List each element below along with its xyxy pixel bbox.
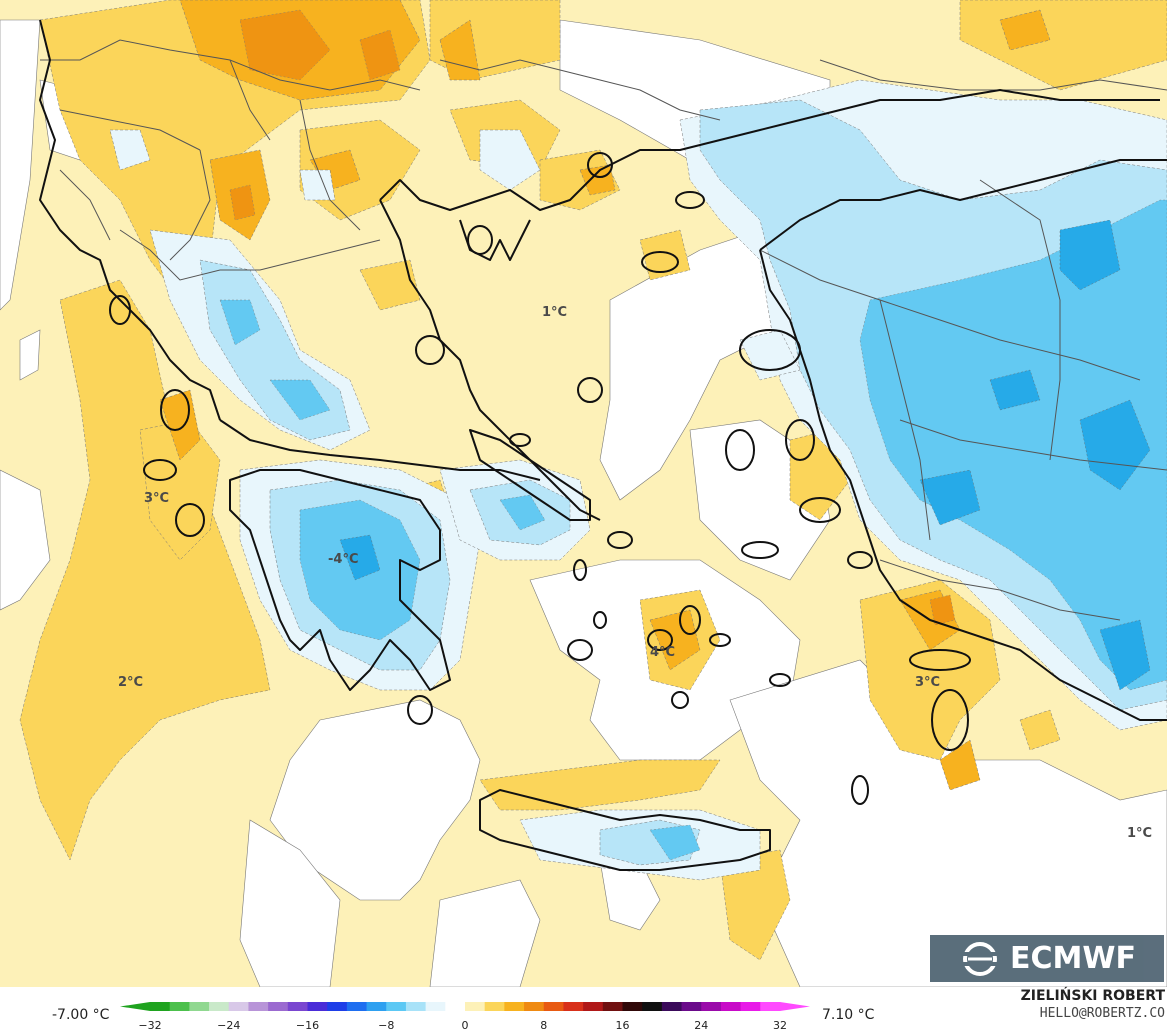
cool-deep-zones xyxy=(339,219,1151,691)
color-scale-ticks: −32 −24 −16 −8 0 8 16 24 32 xyxy=(138,1019,787,1032)
scale-block xyxy=(307,1002,328,1011)
temp-label-ionian-islands: 3°C xyxy=(144,491,170,506)
temp-label-east-mediterranean: 1°C xyxy=(1127,826,1153,841)
legend-bar: -7.00 °C −32 −24 −16 −8 0 8 16 24 32 7.10 °C ZIE… xyxy=(0,987,1167,1035)
ecmwf-logo-text: ECMWF xyxy=(1010,941,1136,976)
scale-block xyxy=(504,1002,525,1011)
temp-label-ionian-sea: 2°C xyxy=(118,675,144,690)
scale-block xyxy=(465,1002,486,1011)
scale-tick-label: 24 xyxy=(694,1019,708,1032)
scale-block xyxy=(346,1002,368,1011)
color-scale: −32 −24 −16 −8 0 8 16 24 32 xyxy=(120,1002,810,1032)
temp-label-aegean-north: 1°C xyxy=(542,305,568,320)
scale-tick-label: −16 xyxy=(296,1019,319,1032)
ecmwf-logo-icon xyxy=(962,941,999,976)
ecmwf-logo: ECMWF xyxy=(930,935,1164,982)
legend-max-label: 7.10 °C xyxy=(822,1007,875,1023)
scale-tick-label: −32 xyxy=(138,1019,161,1032)
scale-block xyxy=(386,1002,407,1011)
scale-block xyxy=(425,1002,446,1011)
scale-block xyxy=(150,1002,171,1011)
scale-block xyxy=(642,1002,663,1011)
scale-block xyxy=(583,1002,604,1011)
scale-block xyxy=(287,1002,308,1011)
scale-block xyxy=(209,1002,230,1011)
scale-block xyxy=(543,1002,564,1011)
country-borders xyxy=(40,39,1167,621)
scale-block xyxy=(701,1002,722,1011)
scale-block xyxy=(661,1002,683,1011)
scale-arrow-left xyxy=(120,1002,150,1011)
scale-block xyxy=(524,1002,545,1011)
scale-block xyxy=(602,1002,623,1011)
scale-block xyxy=(720,1002,742,1011)
temp-label-cyclades: 4°C xyxy=(650,645,676,660)
scale-block xyxy=(563,1002,584,1011)
coastlines xyxy=(39,19,1167,871)
scale-block xyxy=(405,1002,427,1011)
scale-block xyxy=(189,1002,210,1011)
color-scale-blocks xyxy=(120,1002,810,1011)
scale-tick-label: 16 xyxy=(616,1019,630,1032)
temperature-map: 1°C 3°C -4°C 2°C 4°C 3°C 1°C ECMWF xyxy=(0,0,1167,987)
scale-block xyxy=(248,1002,269,1011)
scale-tick-label: 32 xyxy=(773,1019,787,1032)
scale-block xyxy=(366,1002,387,1011)
scale-tick-label: −24 xyxy=(217,1019,240,1032)
neutral-zones xyxy=(0,19,1167,987)
temp-label-peloponnese: -4°C xyxy=(328,552,359,567)
author-email: HELLO@ROBERTZ.CO xyxy=(1039,1006,1165,1021)
scale-arrow-right xyxy=(780,1002,810,1011)
scale-block xyxy=(327,1002,348,1011)
scale-block xyxy=(622,1002,643,1011)
scale-tick-label: −8 xyxy=(378,1019,394,1032)
scale-block xyxy=(484,1002,505,1011)
scale-block xyxy=(760,1002,781,1011)
author-name: ZIELIŃSKI ROBERT xyxy=(1020,988,1165,1004)
map-canvas xyxy=(0,0,1167,987)
temp-label-dodecanese: 3°C xyxy=(915,675,941,690)
scale-tick-label: 8 xyxy=(540,1019,547,1032)
legend-min-label: -7.00 °C xyxy=(52,1007,110,1023)
scale-block xyxy=(740,1002,761,1011)
scale-block xyxy=(268,1002,289,1011)
scale-block xyxy=(169,1002,190,1011)
scale-block xyxy=(445,1002,466,1011)
scale-tick-label: 0 xyxy=(462,1019,469,1032)
scale-block xyxy=(681,1002,702,1011)
scale-block xyxy=(228,1002,249,1011)
warm-deep-zones xyxy=(229,9,956,626)
